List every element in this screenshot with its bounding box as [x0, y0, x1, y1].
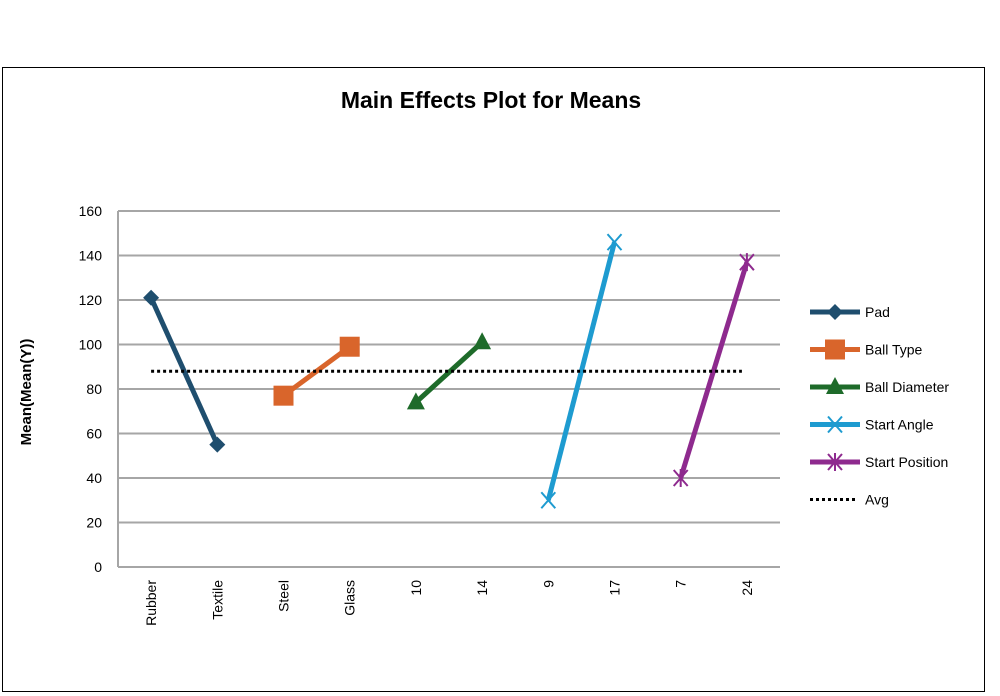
series-start-position — [672, 253, 755, 487]
y-tick-label: 100 — [79, 337, 103, 353]
x-tick-label: Steel — [276, 580, 292, 612]
legend-label: Start Position — [865, 454, 948, 470]
x-tick-label: 17 — [607, 580, 623, 596]
legend-item: Avg — [810, 492, 889, 508]
legend-label: Ball Type — [865, 342, 923, 358]
series-line — [678, 261, 750, 479]
star-marker — [739, 253, 755, 272]
x-tick-label: 7 — [673, 580, 689, 588]
y-tick-label: 60 — [86, 426, 102, 442]
legend-label: Pad — [865, 304, 890, 320]
series-pad — [143, 289, 226, 453]
y-tick-label: 80 — [86, 381, 102, 397]
triangle-marker — [826, 377, 844, 394]
triangle-marker — [473, 332, 492, 350]
series-line — [148, 296, 220, 446]
legend-label: Avg — [865, 492, 889, 508]
triangle-marker — [406, 392, 425, 410]
series-line — [545, 241, 617, 501]
y-tick-label: 160 — [79, 203, 103, 219]
series-line — [282, 344, 352, 398]
x-tick-label: Glass — [342, 580, 358, 616]
series-ball-type — [273, 336, 360, 406]
square-marker — [339, 336, 360, 357]
x-tick-label: Rubber — [143, 580, 159, 626]
diamond-marker — [827, 304, 843, 320]
legend-item: Ball Type — [810, 339, 923, 360]
x-marker — [827, 415, 843, 434]
series-ball-diameter — [406, 332, 492, 410]
series-start-angle — [540, 233, 623, 509]
x-tick-label: Textile — [209, 580, 225, 620]
square-marker — [825, 339, 845, 360]
x-tick-label: 24 — [739, 580, 755, 596]
y-tick-label: 120 — [79, 292, 103, 308]
y-tick-label: 20 — [86, 515, 102, 531]
x-tick-label: 14 — [474, 580, 490, 596]
y-axis-label: Mean(Mean(Y)) — [18, 339, 35, 446]
legend-item: Start Angle — [810, 415, 934, 434]
diamond-marker — [143, 289, 160, 306]
x-marker — [540, 491, 557, 509]
legend-item: Start Position — [810, 453, 948, 471]
y-tick-label: 140 — [79, 248, 103, 264]
y-tick-label: 40 — [86, 470, 102, 486]
x-marker — [606, 233, 623, 251]
chart-frame — [2, 67, 985, 692]
legend-label: Ball Diameter — [865, 379, 949, 395]
series-line — [414, 340, 484, 405]
square-marker — [273, 385, 294, 406]
x-tick-label: 9 — [540, 580, 556, 588]
x-tick-label: 10 — [408, 580, 424, 596]
chart-title: Main Effects Plot for Means — [341, 87, 641, 113]
legend-item: Ball Diameter — [810, 377, 949, 395]
star-marker — [827, 453, 843, 471]
star-marker — [672, 469, 689, 487]
y-tick-label: 0 — [94, 559, 102, 575]
diamond-marker — [209, 436, 226, 453]
legend-item: Pad — [810, 304, 890, 320]
legend-label: Start Angle — [865, 417, 934, 433]
